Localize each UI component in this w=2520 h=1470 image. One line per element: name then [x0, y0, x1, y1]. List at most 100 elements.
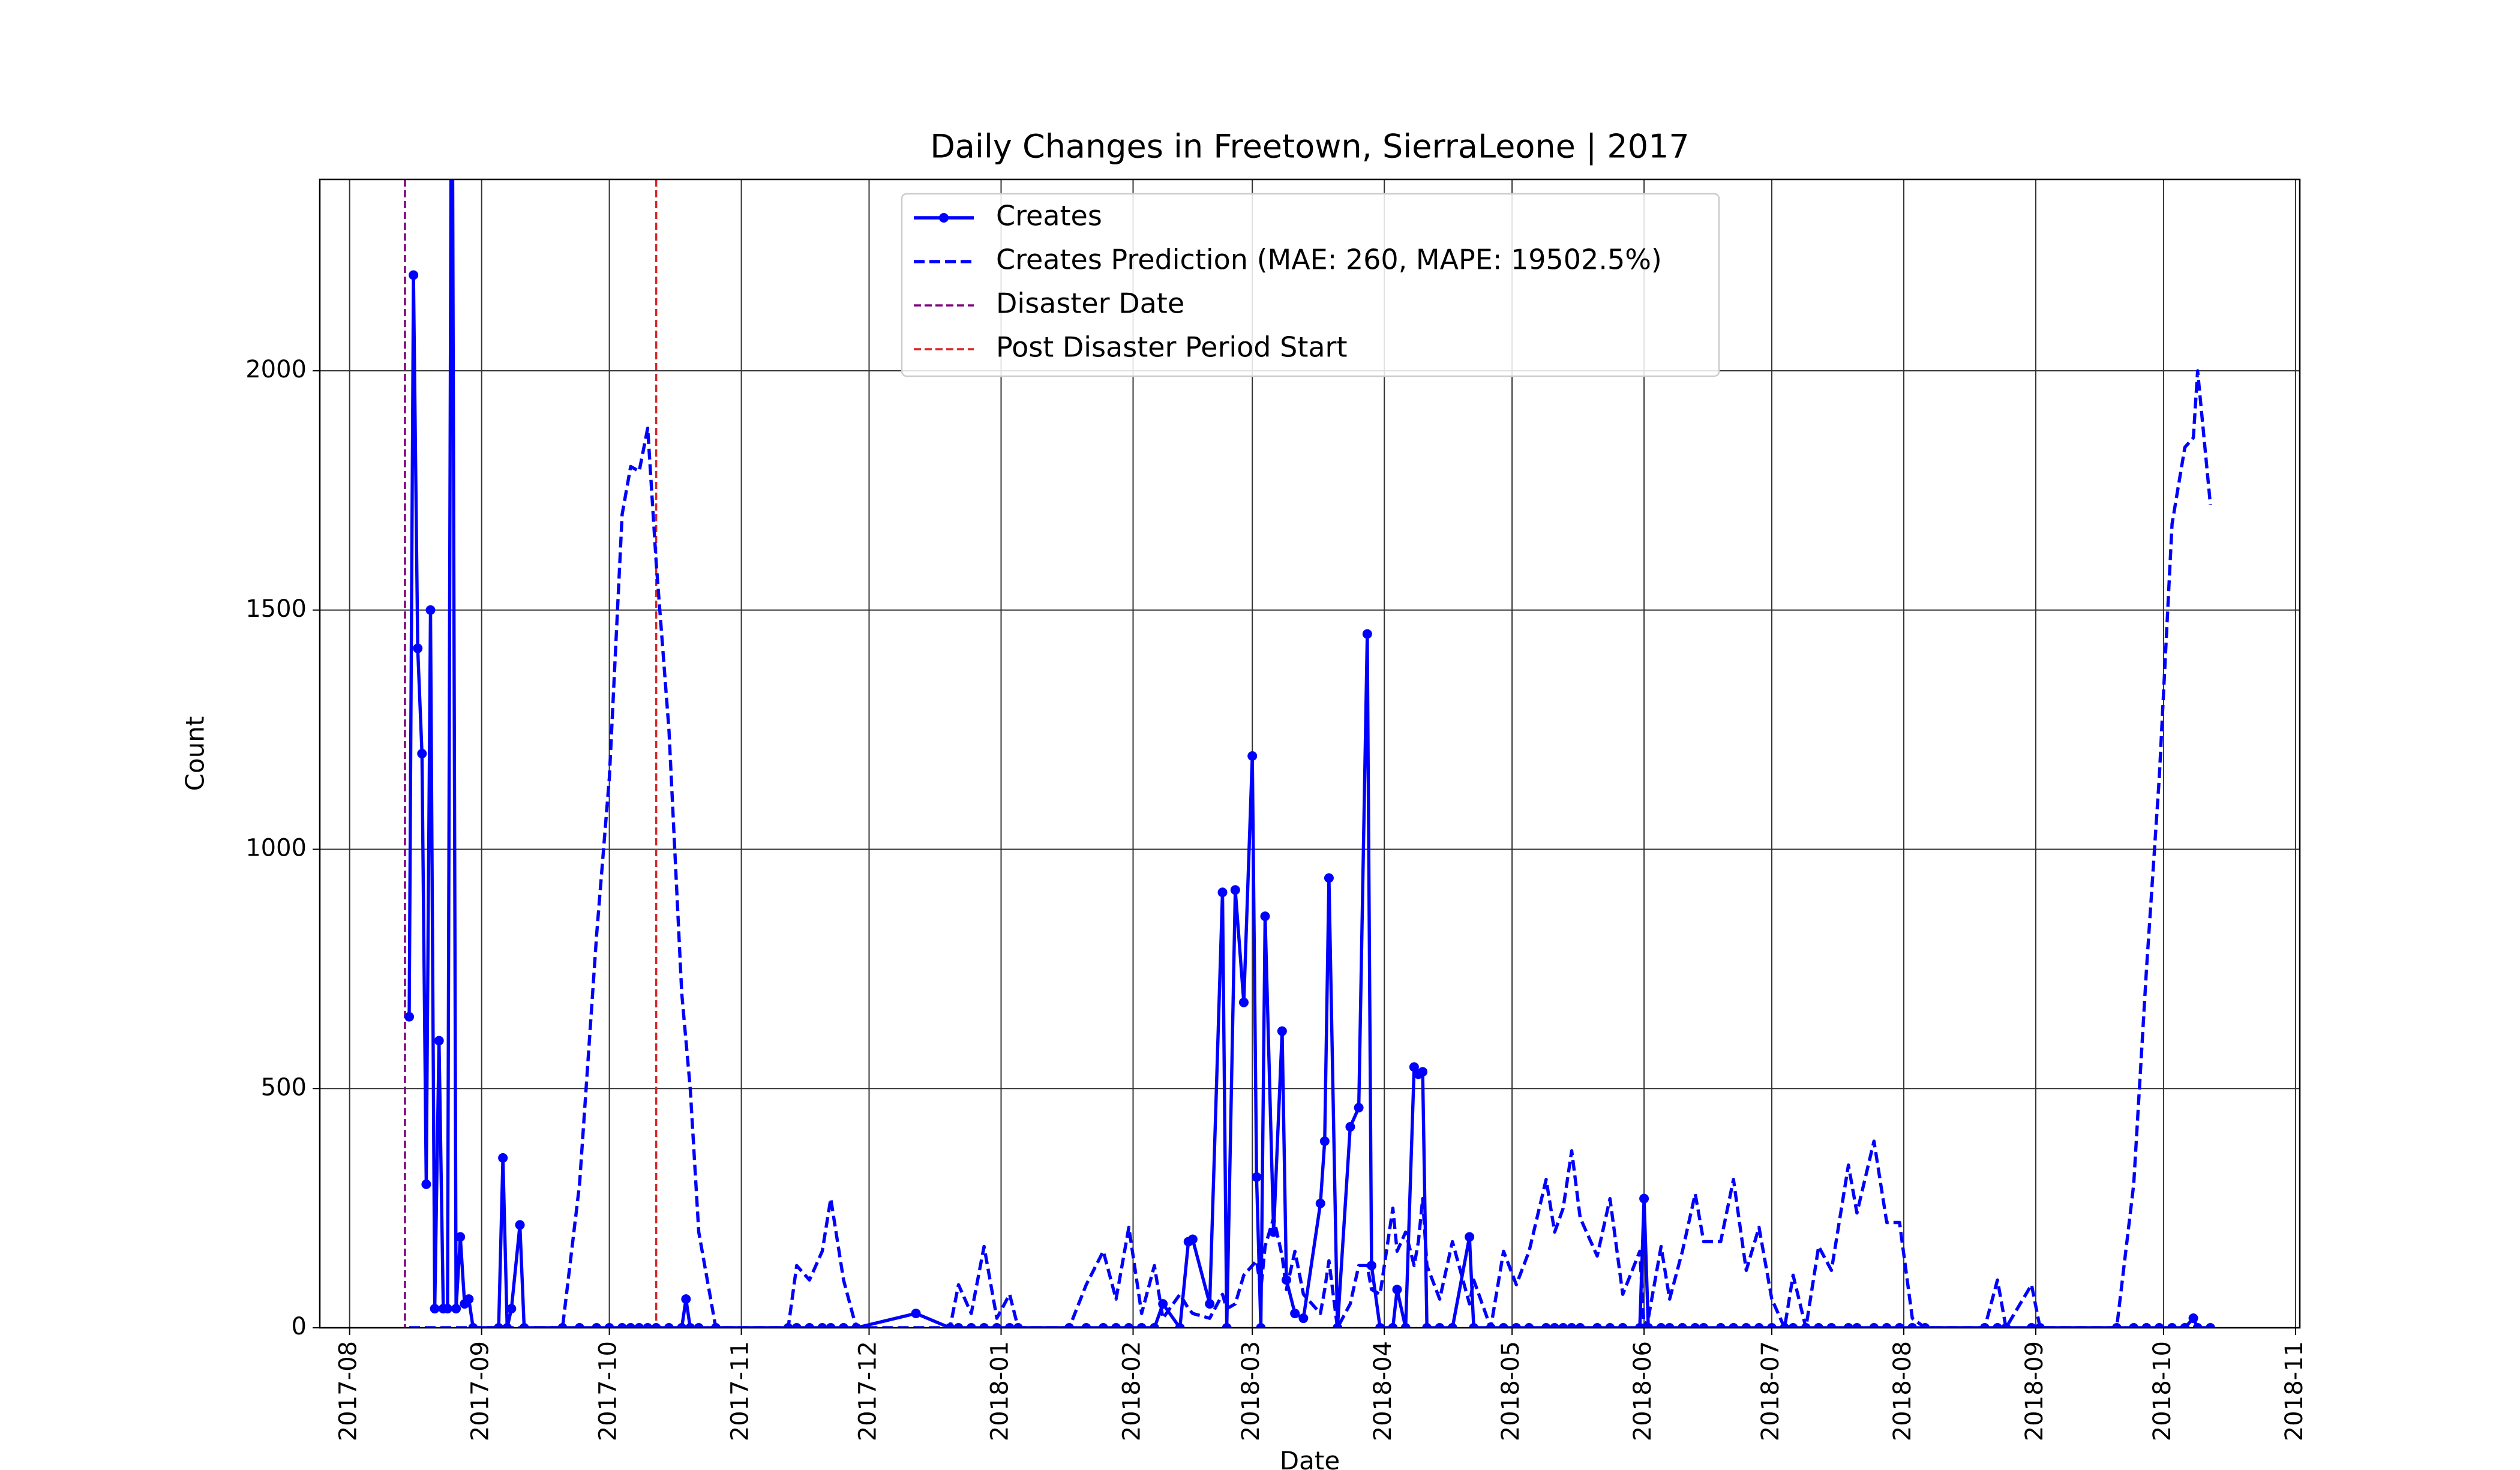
- x-tick-label: 2018-10: [2149, 1341, 2176, 1441]
- data-point: [1826, 1323, 1837, 1328]
- data-point: [1435, 1323, 1445, 1328]
- x-tick-label: 2018-02: [1118, 1341, 1145, 1441]
- data-point: [617, 1323, 627, 1328]
- data-point: [1354, 1103, 1364, 1113]
- data-point: [1098, 1323, 1108, 1328]
- x-tick-label: 2018-11: [2281, 1341, 2308, 1441]
- data-point: [430, 1304, 440, 1314]
- plot-area: [404, 179, 2215, 1328]
- x-tick-label: 2018-05: [1497, 1341, 1525, 1441]
- legend-label: Creates Prediction (MAE: 260, MAPE: 1950…: [996, 244, 1662, 276]
- data-point: [979, 1323, 989, 1328]
- data-point: [1418, 1067, 1428, 1077]
- data-point: [634, 1323, 644, 1328]
- x-tick-label: 2018-03: [1237, 1341, 1265, 1441]
- y-tick-label: 0: [292, 1313, 307, 1340]
- data-point: [1447, 1323, 1457, 1328]
- data-point: [1767, 1323, 1777, 1328]
- data-point: [1575, 1323, 1585, 1328]
- data-point: [1230, 885, 1240, 895]
- chart-title: Daily Changes in Freetown, SierraLeone |…: [930, 128, 1690, 166]
- x-tick-label: 2018-08: [1889, 1341, 1916, 1441]
- data-point: [2205, 1323, 2215, 1328]
- data-point: [1882, 1323, 1892, 1328]
- data-point: [1741, 1323, 1751, 1328]
- data-point: [455, 1232, 466, 1242]
- x-tick-label: 2018-04: [1369, 1341, 1397, 1441]
- data-point: [1324, 873, 1334, 883]
- data-point: [1319, 1136, 1330, 1146]
- data-point: [791, 1323, 802, 1328]
- data-point: [1409, 1062, 1419, 1072]
- data-point: [1469, 1323, 1479, 1328]
- data-point: [417, 749, 427, 758]
- data-point: [1362, 629, 1372, 639]
- data-point: [681, 1294, 691, 1304]
- data-point: [1605, 1323, 1615, 1328]
- data-point: [1124, 1323, 1134, 1328]
- y-tick-label: 1500: [245, 595, 307, 623]
- data-point: [1852, 1323, 1862, 1328]
- data-point: [1260, 911, 1270, 922]
- data-point: [1081, 1323, 1091, 1328]
- data-point: [1699, 1323, 1709, 1328]
- data-point: [1729, 1323, 1739, 1328]
- data-point: [1541, 1323, 1551, 1328]
- data-point: [651, 1323, 661, 1328]
- x-tick-label: 2017-12: [854, 1341, 881, 1441]
- data-point: [626, 1323, 636, 1328]
- data-point: [2167, 1323, 2177, 1328]
- x-tick-label: 2017-08: [335, 1341, 362, 1441]
- data-point: [1252, 1172, 1262, 1182]
- y-axis-label: Count: [181, 716, 210, 791]
- data-point: [992, 1323, 1002, 1328]
- data-point: [953, 1323, 964, 1328]
- x-tick-label: 2018-09: [2021, 1341, 2048, 1441]
- data-point: [1004, 1323, 1015, 1328]
- data-point: [1993, 1323, 2003, 1328]
- axes-frame: [319, 178, 2301, 1329]
- data-point: [498, 1153, 508, 1163]
- data-point: [1592, 1323, 1603, 1328]
- x-tick-label: 2018-01: [986, 1341, 1013, 1441]
- data-point: [677, 1323, 687, 1328]
- data-point: [1175, 1323, 1185, 1328]
- data-point: [1290, 1309, 1300, 1319]
- data-point: [1388, 1323, 1398, 1328]
- data-point: [1375, 1323, 1385, 1328]
- y-tick-label: 2000: [245, 356, 307, 383]
- x-tick-label: 2017-09: [467, 1341, 494, 1441]
- data-point: [1366, 1261, 1376, 1271]
- data-point: [1149, 1323, 1159, 1328]
- data-point: [1422, 1323, 1432, 1328]
- data-point: [1498, 1323, 1508, 1328]
- series-line: [409, 369, 2212, 1328]
- data-point: [1894, 1323, 1904, 1328]
- legend-box: [901, 193, 1720, 377]
- legend-label: Disaster Date: [996, 287, 1184, 320]
- data-point: [604, 1323, 614, 1328]
- data-point: [1814, 1323, 1824, 1328]
- data-point: [2192, 1323, 2203, 1328]
- legend: Creates Creates Prediction (MAE: 260, MAP…: [901, 193, 1720, 377]
- legend-label: Post Disaster Period Start: [996, 331, 1348, 364]
- data-point: [1843, 1323, 1853, 1328]
- data-point: [1677, 1323, 1687, 1328]
- data-point: [434, 1036, 444, 1046]
- data-point: [1187, 1234, 1198, 1244]
- data-point: [838, 1323, 848, 1328]
- data-point: [2141, 1323, 2152, 1328]
- data-point: [1869, 1323, 1879, 1328]
- data-point: [1788, 1323, 1798, 1328]
- data-point: [1222, 1323, 1232, 1328]
- data-point: [1136, 1323, 1147, 1328]
- data-point: [1558, 1323, 1568, 1328]
- data-point: [404, 1012, 415, 1022]
- data-point: [515, 1220, 525, 1230]
- x-axis-label: Date: [1280, 1446, 1340, 1470]
- data-point: [1907, 1323, 1918, 1328]
- data-point: [1345, 1122, 1355, 1132]
- data-point: [826, 1323, 836, 1328]
- data-point: [805, 1323, 815, 1328]
